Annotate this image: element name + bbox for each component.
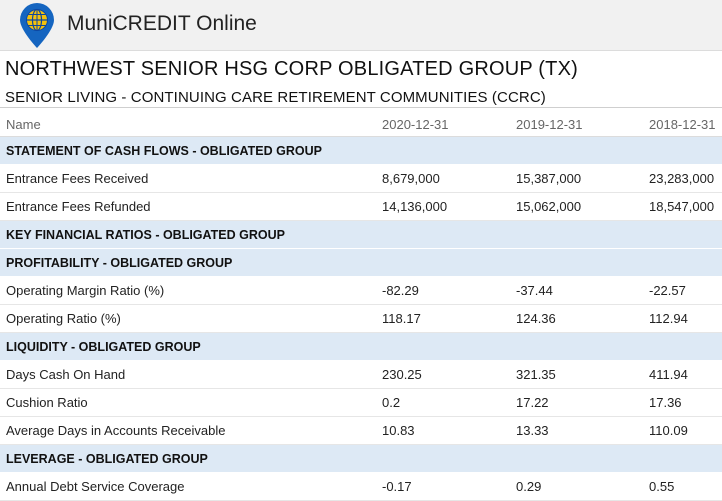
value-2019: 13.33: [516, 423, 549, 438]
table-row: Entrance Fees Received 8,679,000 15,387,…: [0, 165, 722, 193]
value-2020: 10.83: [382, 423, 415, 438]
value-2018: 18,547,000: [649, 199, 715, 214]
section-label: KEY FINANCIAL RATIOS - OBLIGATED GROUP: [6, 228, 285, 242]
header-divider: [0, 107, 722, 108]
globe-pin-icon[interactable]: [18, 3, 56, 49]
row-label: Operating Margin Ratio (%): [6, 283, 165, 298]
value-2018: 0.55: [649, 479, 675, 494]
section-row: STATEMENT OF CASH FLOWS - OBLIGATED GROU…: [0, 137, 722, 165]
value-2019: 15,387,000: [516, 171, 582, 186]
row-label: Average Days in Accounts Receivable: [6, 423, 226, 438]
table-header-row: Name 2020-12-31 2019-12-31 2018-12-31: [0, 113, 722, 137]
value-2020: -82.29: [382, 283, 419, 298]
table-row: Operating Ratio (%) 118.17 124.36 112.94: [0, 305, 722, 333]
section-row: PROFITABILITY - OBLIGATED GROUP: [0, 249, 722, 277]
value-2020: 0.2: [382, 395, 401, 410]
value-2020: 230.25: [382, 367, 422, 382]
value-2019: -37.44: [516, 283, 553, 298]
section-label: STATEMENT OF CASH FLOWS - OBLIGATED GROU…: [6, 144, 322, 158]
sector-label: SENIOR LIVING - CONTINUING CARE RETIREME…: [5, 89, 546, 106]
app-bar: MuniCREDIT Online: [0, 0, 722, 51]
table-row: Cushion Ratio 0.2 17.22 17.36: [0, 389, 722, 417]
value-2019: 15,062,000: [516, 199, 582, 214]
row-label: Entrance Fees Received: [6, 171, 149, 186]
value-2019: 321.35: [516, 367, 556, 382]
column-header-2020[interactable]: 2020-12-31: [382, 117, 449, 132]
section-row: KEY FINANCIAL RATIOS - OBLIGATED GROUP: [0, 221, 722, 249]
table-row: Days Cash On Hand 230.25 321.35 411.94: [0, 361, 722, 389]
app-title[interactable]: MuniCREDIT Online: [67, 12, 257, 35]
column-header-2018[interactable]: 2018-12-31: [649, 117, 716, 132]
row-label: Days Cash On Hand: [6, 367, 126, 382]
value-2019: 17.22: [516, 395, 549, 410]
section-label: LEVERAGE - OBLIGATED GROUP: [6, 452, 208, 466]
column-header-2019[interactable]: 2019-12-31: [516, 117, 583, 132]
issuer-name: NORTHWEST SENIOR HSG CORP OBLIGATED GROU…: [5, 58, 578, 80]
value-2018: 110.09: [649, 423, 688, 438]
row-label: Annual Debt Service Coverage: [6, 479, 185, 494]
table-row: Annual Debt Service Coverage -0.17 0.29 …: [0, 473, 722, 501]
table-row: Entrance Fees Refunded 14,136,000 15,062…: [0, 193, 722, 221]
table-row: Average Days in Accounts Receivable 10.8…: [0, 417, 722, 445]
value-2018: 112.94: [649, 311, 688, 326]
column-header-name[interactable]: Name: [6, 117, 41, 132]
value-2020: -0.17: [382, 479, 412, 494]
value-2020: 118.17: [382, 311, 421, 326]
row-label: Entrance Fees Refunded: [6, 199, 151, 214]
section-row: LIQUIDITY - OBLIGATED GROUP: [0, 333, 722, 361]
table-row: Operating Margin Ratio (%) -82.29 -37.44…: [0, 277, 722, 305]
value-2018: 17.36: [649, 395, 682, 410]
section-label: PROFITABILITY - OBLIGATED GROUP: [6, 256, 233, 270]
row-label: Cushion Ratio: [6, 395, 88, 410]
value-2018: 411.94: [649, 367, 688, 382]
row-label: Operating Ratio (%): [6, 311, 121, 326]
value-2018: -22.57: [649, 283, 686, 298]
value-2019: 0.29: [516, 479, 542, 494]
value-2019: 124.36: [516, 311, 556, 326]
section-label: LIQUIDITY - OBLIGATED GROUP: [6, 340, 201, 354]
value-2020: 8,679,000: [382, 171, 440, 186]
financial-table: Name 2020-12-31 2019-12-31 2018-12-31 ST…: [0, 113, 722, 501]
value-2020: 14,136,000: [382, 199, 448, 214]
value-2018: 23,283,000: [649, 171, 715, 186]
section-row: LEVERAGE - OBLIGATED GROUP: [0, 445, 722, 473]
